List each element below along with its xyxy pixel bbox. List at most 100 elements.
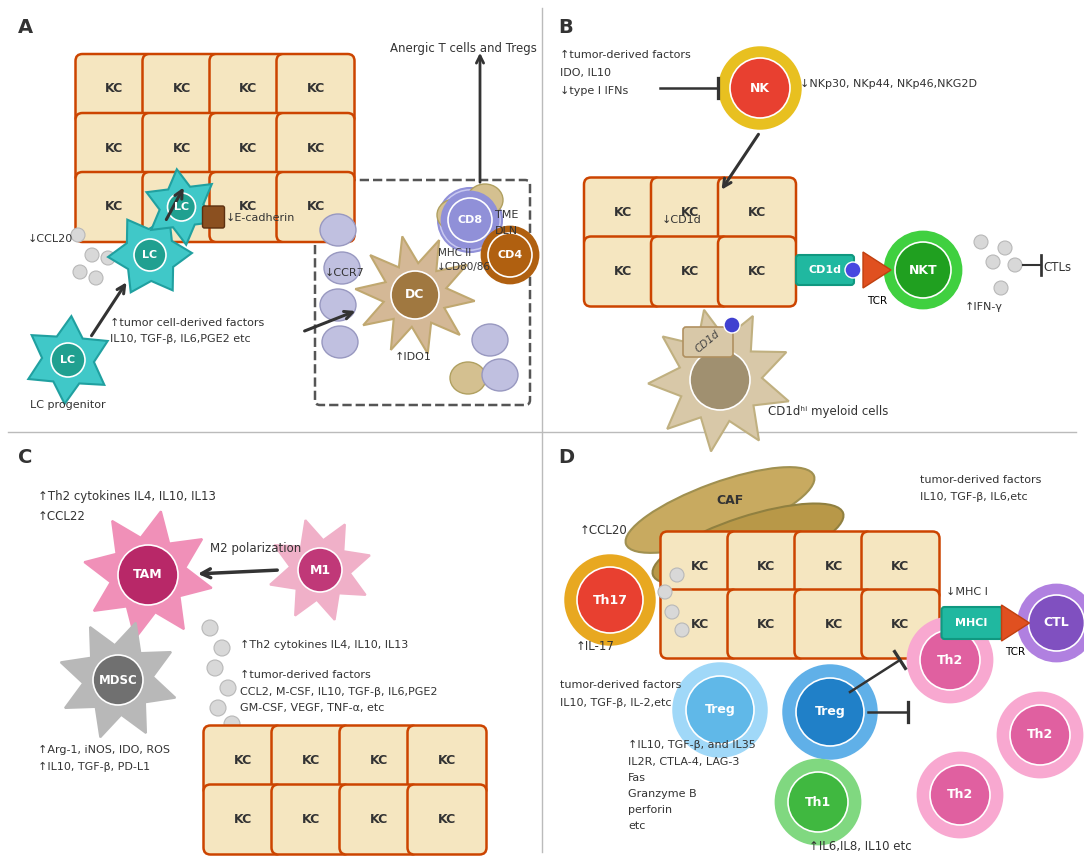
Text: KC: KC (301, 813, 320, 826)
Circle shape (488, 233, 532, 277)
Text: KC: KC (758, 560, 776, 573)
Text: tumor-derived factors: tumor-derived factors (560, 680, 682, 690)
FancyBboxPatch shape (718, 177, 796, 248)
Text: Th2: Th2 (1027, 728, 1054, 741)
Circle shape (975, 235, 988, 249)
Text: C: C (18, 448, 33, 467)
Polygon shape (85, 512, 211, 639)
Text: KC: KC (105, 200, 124, 213)
FancyBboxPatch shape (204, 726, 283, 796)
Text: ↓MHC I: ↓MHC I (946, 587, 989, 597)
Circle shape (93, 655, 143, 705)
Text: KC: KC (234, 813, 253, 826)
Circle shape (658, 585, 672, 599)
Text: TME: TME (494, 210, 518, 220)
Text: KC: KC (691, 617, 709, 630)
Text: ↓CD1d: ↓CD1d (662, 215, 701, 225)
Text: KC: KC (681, 206, 699, 219)
Circle shape (1008, 258, 1022, 272)
Circle shape (224, 716, 240, 732)
Text: KC: KC (438, 813, 456, 826)
Text: CD1d: CD1d (694, 329, 722, 355)
Circle shape (220, 680, 236, 696)
Ellipse shape (998, 693, 1082, 777)
Circle shape (168, 193, 195, 221)
FancyBboxPatch shape (408, 726, 487, 796)
Polygon shape (146, 169, 217, 245)
FancyBboxPatch shape (339, 726, 418, 796)
Ellipse shape (320, 289, 356, 321)
Text: M1: M1 (309, 563, 331, 576)
Text: KC: KC (824, 617, 842, 630)
Text: ↑IDO1: ↑IDO1 (395, 352, 431, 362)
Polygon shape (648, 310, 789, 452)
FancyBboxPatch shape (271, 726, 350, 796)
Text: D: D (558, 448, 575, 467)
Circle shape (202, 620, 218, 636)
Text: CAF: CAF (717, 494, 744, 507)
Text: KC: KC (105, 83, 124, 95)
FancyBboxPatch shape (862, 531, 940, 600)
Ellipse shape (1019, 585, 1084, 661)
Polygon shape (61, 623, 176, 737)
Polygon shape (270, 520, 370, 620)
Circle shape (101, 251, 115, 265)
Text: KC: KC (172, 142, 191, 155)
FancyBboxPatch shape (584, 237, 662, 306)
FancyBboxPatch shape (276, 113, 354, 183)
Circle shape (577, 567, 643, 633)
Text: IL2R, CTLA-4, LAG-3: IL2R, CTLA-4, LAG-3 (628, 757, 739, 767)
Text: NKT: NKT (908, 263, 938, 277)
Text: LC: LC (142, 250, 157, 260)
Text: LC: LC (173, 202, 189, 212)
Ellipse shape (467, 184, 503, 216)
Text: ↑IL10, TGF-β, and IL35: ↑IL10, TGF-β, and IL35 (628, 740, 756, 750)
FancyBboxPatch shape (76, 113, 154, 183)
Circle shape (670, 568, 684, 582)
FancyBboxPatch shape (142, 113, 220, 183)
Text: KC: KC (240, 83, 258, 95)
Circle shape (930, 765, 990, 825)
Text: ↓E-cadherin: ↓E-cadherin (225, 213, 295, 223)
Circle shape (240, 734, 256, 750)
FancyBboxPatch shape (683, 327, 733, 357)
Text: TCR: TCR (867, 296, 887, 306)
FancyBboxPatch shape (651, 177, 730, 248)
Text: Th1: Th1 (805, 796, 831, 808)
Text: CCL2, M-CSF, IL10, TGF-β, IL6,PGE2: CCL2, M-CSF, IL10, TGF-β, IL6,PGE2 (240, 687, 438, 697)
Circle shape (210, 700, 225, 716)
Circle shape (998, 241, 1012, 255)
FancyBboxPatch shape (209, 54, 287, 124)
Text: KC: KC (307, 83, 324, 95)
Ellipse shape (322, 326, 358, 358)
Text: ↑tumor cell-derived factors: ↑tumor cell-derived factors (109, 318, 264, 328)
Circle shape (994, 281, 1008, 295)
Text: Anergic T cells and Tregs: Anergic T cells and Tregs (390, 42, 537, 55)
Ellipse shape (324, 252, 360, 284)
Text: KC: KC (758, 617, 776, 630)
Circle shape (134, 239, 166, 271)
Circle shape (118, 545, 178, 605)
Polygon shape (1002, 605, 1030, 641)
FancyBboxPatch shape (727, 589, 805, 659)
Text: ↑Th2 cytokines IL4, IL10, IL13: ↑Th2 cytokines IL4, IL10, IL13 (240, 640, 409, 650)
Text: KC: KC (681, 265, 699, 278)
FancyBboxPatch shape (203, 206, 224, 228)
Text: ↓NKp30, NKp44, NKp46,NKG2D: ↓NKp30, NKp44, NKp46,NKG2D (800, 79, 977, 89)
Ellipse shape (908, 618, 992, 702)
Circle shape (686, 676, 754, 744)
FancyBboxPatch shape (651, 237, 730, 306)
Text: Fas: Fas (628, 773, 646, 783)
Ellipse shape (653, 503, 843, 585)
Circle shape (448, 198, 492, 242)
Text: Treg: Treg (705, 703, 735, 716)
FancyBboxPatch shape (276, 172, 354, 242)
Text: CTL: CTL (1044, 617, 1070, 630)
Ellipse shape (776, 760, 860, 844)
Text: A: A (18, 18, 34, 37)
Text: LC: LC (61, 355, 76, 365)
Circle shape (920, 630, 980, 690)
Text: LC progenitor: LC progenitor (30, 400, 105, 410)
Text: CD1d: CD1d (809, 265, 841, 275)
Ellipse shape (784, 666, 876, 758)
